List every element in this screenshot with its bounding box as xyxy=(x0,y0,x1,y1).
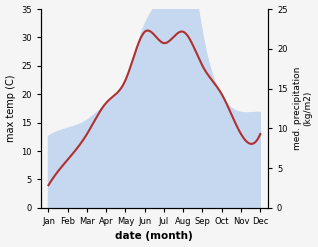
Y-axis label: max temp (C): max temp (C) xyxy=(5,75,16,142)
X-axis label: date (month): date (month) xyxy=(115,231,193,242)
Y-axis label: med. precipitation
(kg/m2): med. precipitation (kg/m2) xyxy=(293,67,313,150)
